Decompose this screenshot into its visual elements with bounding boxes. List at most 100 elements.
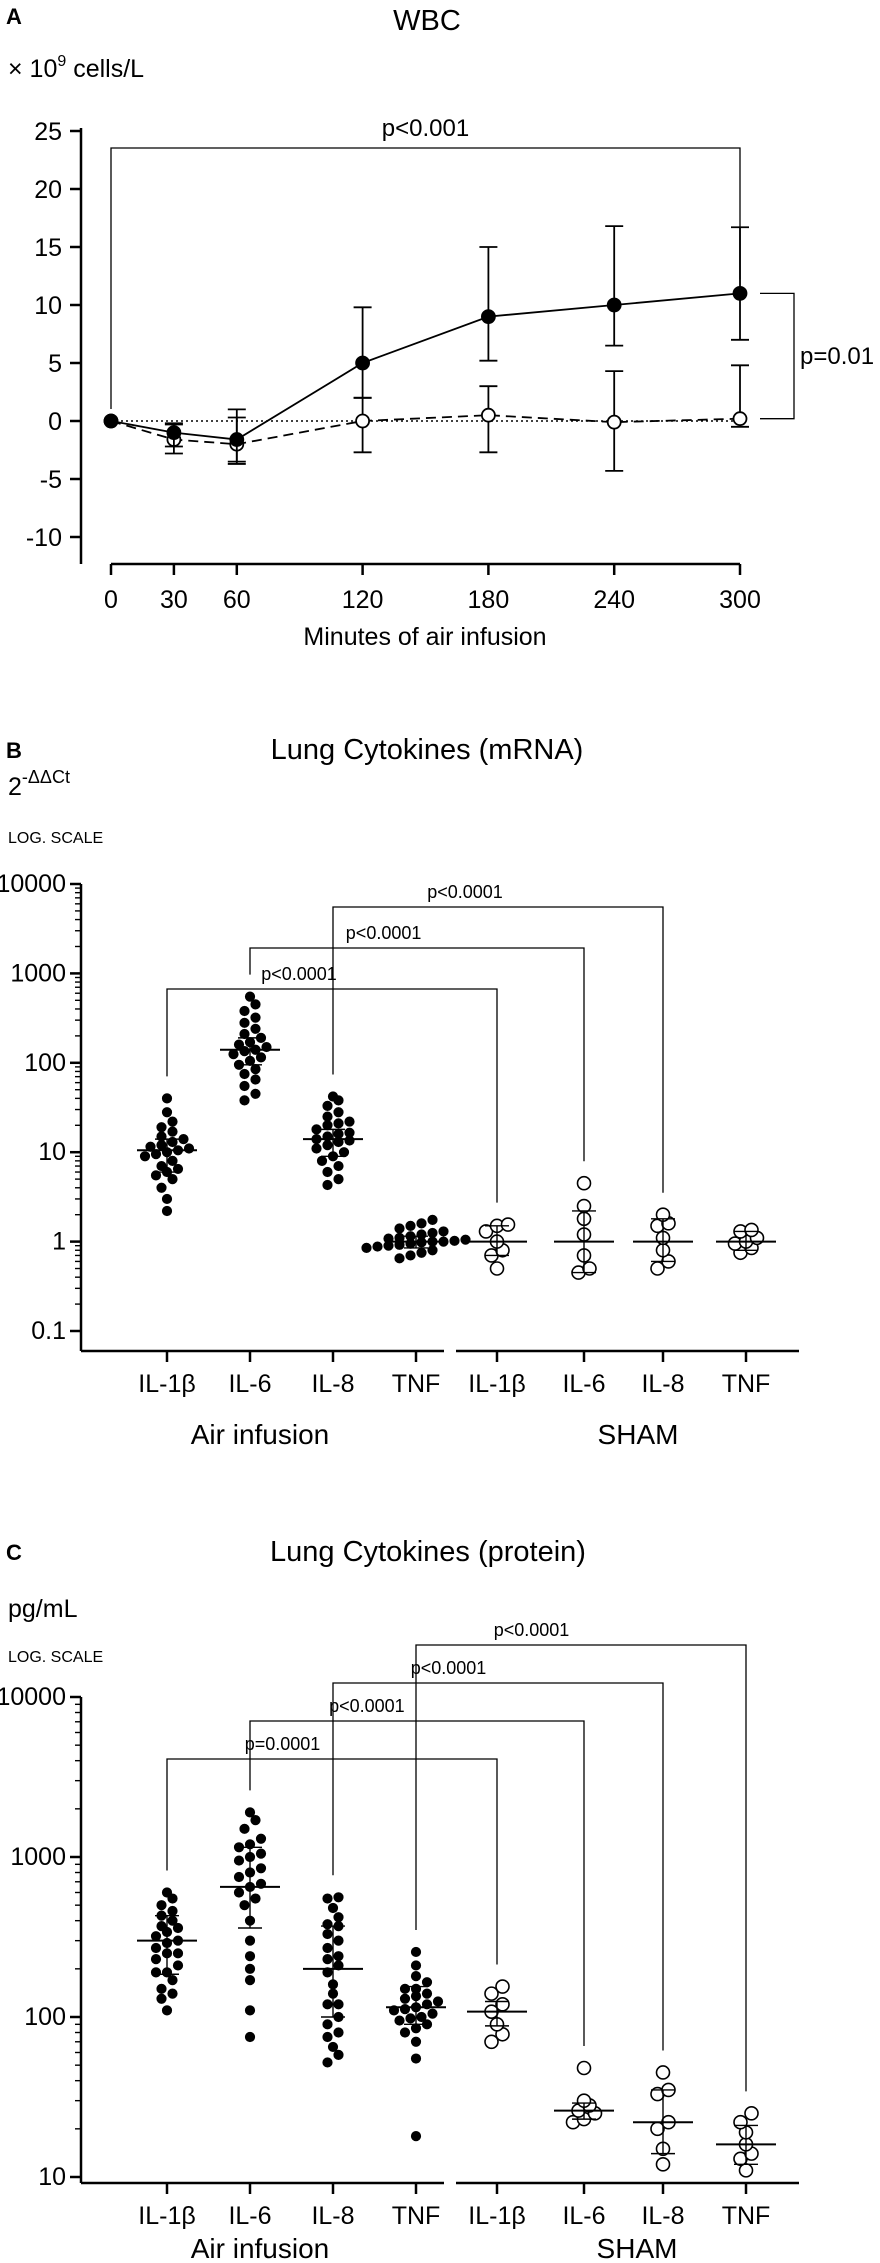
panel-b-point-filled xyxy=(239,1028,250,1040)
panel-b-x-tick-label: TNF xyxy=(392,1370,441,1398)
panel-a-series-line-solid xyxy=(110,292,741,441)
panel-b-point-filled xyxy=(322,1179,333,1191)
panel-c-point-filled xyxy=(150,1931,162,1942)
panel-c: C Lung Cytokines (protein) pg/mL LOG. SC… xyxy=(0,1536,799,2263)
panel-c-x-tick-label: IL-8 xyxy=(641,2202,684,2230)
panel-c-point-filled xyxy=(244,2031,256,2043)
panel-b-point-open xyxy=(744,1222,759,1238)
panel-c-point-filled xyxy=(156,1993,167,2004)
panel-a-point-filled xyxy=(732,285,748,301)
panel-a-point-open xyxy=(355,413,371,429)
panel-a-y-tick-label: 0 xyxy=(48,408,62,436)
panel-c-y-axis-label: pg/mL xyxy=(8,1595,78,1623)
panel-a-x-tick-label: 240 xyxy=(593,586,635,614)
panel-b-point-filled xyxy=(361,1242,372,1254)
panel-b-point-filled xyxy=(228,1049,239,1060)
panel-a-y-tick-label: -5 xyxy=(40,466,62,494)
panel-a-point-open xyxy=(480,407,496,423)
panel-b-comparison-bracket xyxy=(249,947,585,1162)
panel-b-x-tick-label: IL-1β xyxy=(468,1370,525,1398)
panel-c-point-filled xyxy=(167,1905,178,1917)
panel-b-point-filled xyxy=(239,1005,250,1017)
panel-b-comparison-label: p<0.0001 xyxy=(261,964,337,984)
panel-c-comparison-bracket xyxy=(415,1644,747,2092)
panel-a-x-tick-label: 30 xyxy=(160,586,188,614)
panel-c-point-filled xyxy=(172,1948,184,1959)
panel-b-y-tick-label: 1 xyxy=(52,1228,66,1256)
panel-b-point-filled xyxy=(161,1205,173,1217)
panel-c-x-tick-label: IL-6 xyxy=(228,2202,271,2230)
panel-a-point-filled xyxy=(229,432,245,447)
panel-b-point-filled xyxy=(183,1143,195,1154)
panel-c-point-filled xyxy=(244,1963,256,1974)
panel-b-point-filled xyxy=(239,1068,250,1080)
panel-b-point-filled xyxy=(338,1147,350,1158)
panel-c-point-filled xyxy=(410,1971,422,1982)
panel-c-y-tick-label: 10 xyxy=(38,2163,66,2191)
panel-c-point-open xyxy=(495,1979,510,1994)
panel-c-point-filled xyxy=(233,1887,245,1898)
panel-b-point-filled xyxy=(233,1039,245,1050)
panel-c-point-filled xyxy=(172,1922,184,1934)
panel-b-point-filled xyxy=(460,1234,471,1245)
panel-c-point-filled xyxy=(432,1996,444,2007)
panel-b-point-open xyxy=(500,1217,516,1232)
panel-b-point-filled xyxy=(427,1227,438,1239)
panel-a-y-tick-label: 10 xyxy=(34,292,62,320)
panel-c-scale-note: LOG. SCALE xyxy=(8,1649,103,1666)
panel-c-x-tick-label: IL-1β xyxy=(138,2202,195,2230)
panel-c-point-filled xyxy=(322,1893,333,1904)
panel-b-point-filled xyxy=(161,1193,173,1205)
panel-c-point-filled xyxy=(405,2013,416,2024)
panel-a-point-filled xyxy=(480,309,496,325)
panel-c-point-filled xyxy=(333,1951,344,1962)
panel-c-comparison-label: p<0.0001 xyxy=(411,1658,487,1678)
panel-b-point-filled xyxy=(322,1140,333,1151)
panel-c-point-filled xyxy=(327,2041,339,2053)
panel-b-point-filled xyxy=(156,1182,167,1193)
panel-b-title: Lung Cytokines (mRNA) xyxy=(271,734,584,766)
panel-b-point-filled xyxy=(333,1128,344,1140)
panel-a-title: WBC xyxy=(393,5,461,37)
panel-c-comparison-label: p=0.0001 xyxy=(245,1734,321,1754)
panel-c-point-filled xyxy=(244,2005,256,2016)
panel-b-x-tick-label: IL-8 xyxy=(311,1370,354,1398)
panel-a-x-tick-label: 60 xyxy=(223,586,251,614)
panel-b-point-open xyxy=(576,1175,592,1191)
panel-c-point-filled xyxy=(244,1935,256,1946)
panel-b-point-filled xyxy=(333,1118,344,1129)
panel-c-point-filled xyxy=(427,2008,438,2019)
panel-b-point-filled xyxy=(156,1160,167,1172)
panel-c-point-filled xyxy=(410,2036,422,2047)
panel-c-point-filled xyxy=(421,1977,433,1988)
panel-c-comparison-label: p<0.0001 xyxy=(494,1620,570,1640)
panel-c-point-filled xyxy=(156,1900,167,1911)
panel-c-point-filled xyxy=(421,1988,433,1999)
panel-b-point-filled xyxy=(394,1253,405,1264)
panel-c-point-filled xyxy=(333,1935,344,1946)
panel-a-point-filled xyxy=(355,355,371,371)
panel-b-comparison-bracket xyxy=(166,988,498,1203)
panel-c-point-filled xyxy=(333,1912,344,1923)
panel-a-x-tick-label: 120 xyxy=(342,586,384,614)
panel-c-point-filled xyxy=(239,1823,250,1834)
panel-c-point-filled xyxy=(394,2015,405,2026)
panel-c-point-filled xyxy=(322,2019,333,2030)
panel-a-point-open xyxy=(606,414,622,430)
panel-c-point-filled xyxy=(333,2049,344,2060)
panel-b-point-filled xyxy=(239,1017,250,1028)
panel-c-comparison-bracket xyxy=(249,1720,585,2046)
panel-c-point-open xyxy=(484,2034,499,2050)
panel-b-point-filled xyxy=(416,1218,427,1229)
panel-c-point-filled xyxy=(410,2131,422,2142)
panel-c-point-filled xyxy=(322,1967,333,1978)
panel-b-point-filled xyxy=(394,1223,405,1234)
panel-b-point-filled xyxy=(333,1174,344,1185)
panel-b-point-filled xyxy=(438,1226,449,1237)
panel-c-y-tick-label: 10000 xyxy=(0,1683,66,1711)
panel-c-point-filled xyxy=(410,1960,422,1971)
panel-c-point-filled xyxy=(255,1848,267,1859)
panel-b-point-filled xyxy=(322,1166,333,1178)
panel-a-x-tick-label: 180 xyxy=(468,586,510,614)
